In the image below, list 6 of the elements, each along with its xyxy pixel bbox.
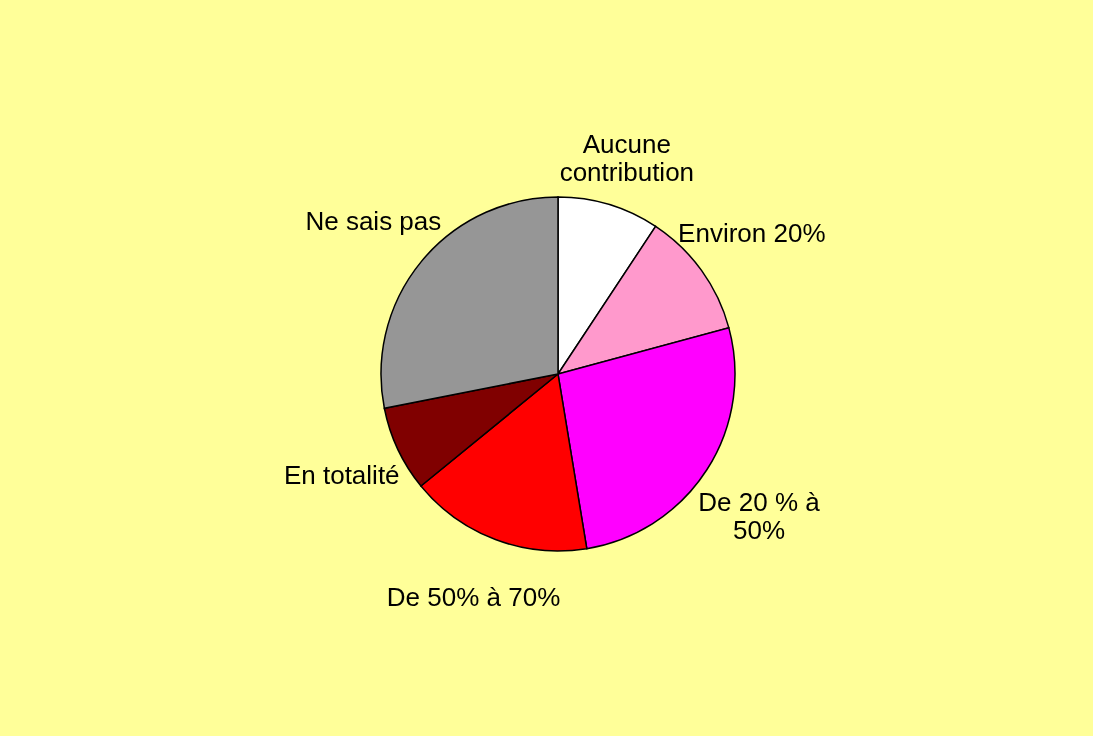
- slice-label: De 50% à 70%: [386, 581, 561, 612]
- slice-label: Ne sais pas: [305, 206, 442, 237]
- slice-label: Aucune contribution: [559, 129, 695, 188]
- slice-label: En totalité: [283, 459, 400, 490]
- slice-label: De 20 % à 50%: [698, 487, 821, 546]
- slice-label: Environ 20%: [678, 218, 826, 249]
